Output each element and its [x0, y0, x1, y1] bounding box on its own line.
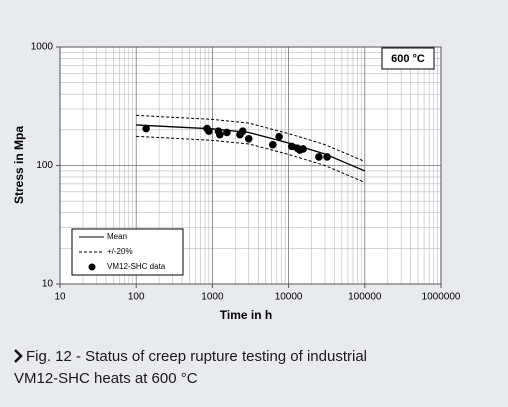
x-tick-label: 100 [128, 292, 145, 303]
data-point [142, 124, 150, 133]
y-tick-label: 100 [36, 160, 53, 171]
y-axis-label: Stress in Mpa [12, 126, 26, 204]
caption: VM12-SHC heats at 600 °C [14, 370, 198, 387]
data-point [244, 135, 253, 143]
caption: Fig. 12 - Status of creep rupture testin… [26, 348, 367, 365]
legend-label: Mean [107, 232, 127, 241]
legend-label: VM12-SHC data [107, 262, 166, 271]
y-tick-label: 1000 [31, 42, 54, 53]
data-point [215, 130, 224, 139]
caption-chevron [14, 349, 23, 363]
x-axis-label: Time in h [220, 308, 272, 322]
band-line [136, 114, 365, 162]
data-point [315, 153, 323, 161]
plot-frame [59, 46, 442, 285]
legend-marker [88, 263, 96, 271]
annotation-box [381, 47, 435, 70]
data-point [275, 132, 283, 141]
x-tick-label: 100000 [348, 292, 382, 303]
x-tick-label: 1000000 [422, 292, 461, 303]
data-point [205, 127, 213, 135]
data-point [323, 153, 331, 161]
band-line [136, 135, 365, 183]
data-point [223, 128, 231, 137]
data-point [268, 140, 277, 149]
y-tick-label: 10 [42, 279, 54, 290]
data-point [238, 127, 247, 135]
x-tick-label: 10000 [275, 292, 303, 303]
x-tick-label: 10 [54, 292, 66, 303]
legend-label: +/-20% [107, 247, 133, 256]
x-tick-label: 1000 [201, 292, 224, 303]
data-point [299, 145, 307, 153]
annotation: 600 °C [391, 53, 425, 65]
